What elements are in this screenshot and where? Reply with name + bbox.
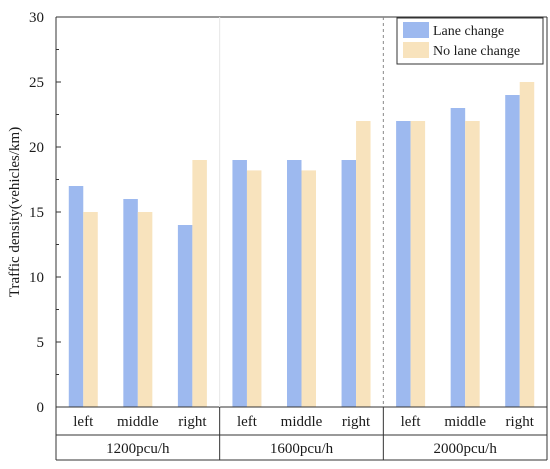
x-category-label: right [506, 414, 535, 430]
bar-lane-change-2000pcuh-right [505, 95, 520, 407]
x-group-label: 1600pcu/h [270, 441, 334, 457]
x-category-label: left [73, 414, 94, 430]
y-tick-label: 0 [37, 400, 45, 416]
bar-no-lane-change-1600pcuh-left [246, 170, 262, 407]
bar-no-lane-change-2000pcuh-middle [465, 121, 480, 407]
legend: Lane change No lane change [396, 17, 544, 65]
bars-layer [68, 82, 535, 407]
x-group-label: 2000pcu/h [434, 441, 498, 457]
bar-no-lane-change-2000pcuh-right [519, 82, 535, 407]
bar-lane-change-1600pcuh-left [232, 160, 247, 407]
legend-swatch-lane-change [403, 22, 429, 38]
bar-lane-change-1200pcuh-left [68, 186, 84, 407]
bar-no-lane-change-1600pcuh-middle [301, 170, 316, 407]
bar-lane-change-1600pcuh-right [341, 160, 357, 407]
y-tick-label: 25 [29, 75, 44, 91]
bar-lane-change-1600pcuh-middle [287, 160, 302, 407]
axes-layer [55, 16, 548, 461]
y-ticks: 0 5 10 15 20 25 30 [29, 10, 61, 416]
bar-no-lane-change-1200pcuh-right [192, 160, 207, 407]
bar-no-lane-change-1600pcuh-right [356, 121, 371, 407]
y-axis-label: Traffic density(vehicles/km) [7, 127, 23, 297]
bar-lane-change-2000pcuh-middle [450, 108, 466, 407]
x-group-labels: 1200pcu/h 1600pcu/h 2000pcu/h [106, 441, 497, 457]
y-tick-label: 30 [29, 10, 44, 26]
x-category-label: right [178, 414, 207, 430]
x-group-label: 1200pcu/h [106, 441, 170, 457]
x-category-label: right [342, 414, 371, 430]
x-category-label: middle [444, 414, 486, 430]
bar-lane-change-1200pcuh-middle [123, 199, 138, 407]
y-tick-label: 10 [29, 270, 44, 286]
x-category-label: left [237, 414, 258, 430]
y-tick-label: 15 [29, 205, 44, 221]
x-category-label: left [401, 414, 422, 430]
bar-lane-change-1200pcuh-right [177, 225, 193, 407]
bar-no-lane-change-1200pcuh-left [83, 212, 98, 407]
legend-label-no-lane-change: No lane change [433, 44, 520, 59]
x-category-labels: left middle right left middle right left middle… [73, 414, 534, 430]
x-category-label: middle [117, 414, 159, 430]
bar-no-lane-change-2000pcuh-left [410, 121, 426, 407]
bar-no-lane-change-1200pcuh-middle [137, 212, 153, 407]
x-category-label: middle [281, 414, 323, 430]
y-tick-label: 5 [37, 335, 45, 351]
legend-label-lane-change: Lane change [433, 24, 504, 39]
bar-lane-change-2000pcuh-left [396, 121, 411, 407]
y-tick-label: 20 [29, 140, 44, 156]
legend-swatch-no-lane-change [403, 42, 429, 58]
